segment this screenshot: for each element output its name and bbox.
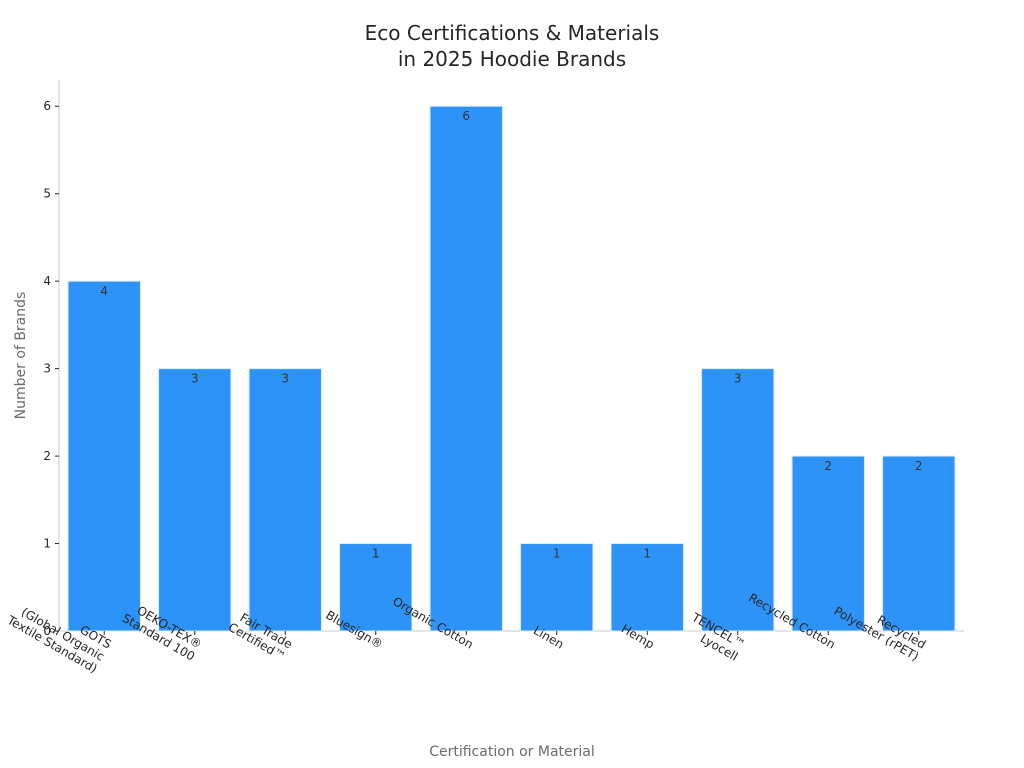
bar (429, 105, 503, 632)
x-axis-label: Certification or Material (429, 744, 595, 760)
bar (248, 368, 322, 632)
y-tick-label: 3 (43, 362, 51, 376)
bar (67, 280, 141, 632)
data-label: 6 (462, 109, 470, 123)
bar (610, 543, 684, 632)
bar (520, 543, 594, 632)
data-label: 1 (553, 547, 561, 561)
bar (701, 368, 775, 632)
y-tick-label: 0 (43, 624, 51, 638)
data-label: 3 (734, 372, 742, 386)
data-label: 3 (191, 372, 199, 386)
chart-title-line-2: in 2025 Hoodie Brands (398, 47, 626, 71)
data-label: 2 (824, 459, 832, 473)
data-label: 1 (643, 547, 651, 561)
data-label: 3 (281, 372, 289, 386)
chart-title-line-1: Eco Certifications & Materials (365, 21, 660, 45)
chart-title: Eco Certifications & Materials in 2025 H… (365, 21, 660, 71)
y-tick-label: 1 (43, 537, 51, 551)
bar (158, 368, 232, 632)
data-label: 1 (372, 547, 380, 561)
y-tick-label: 6 (43, 99, 51, 113)
y-tick-labels: 0 1 2 3 4 5 6 (43, 99, 59, 638)
data-label: 4 (100, 284, 108, 298)
bar (339, 543, 413, 632)
y-tick-label: 5 (43, 187, 51, 201)
y-tick-label: 2 (43, 449, 51, 463)
bars (67, 105, 956, 632)
y-tick-label: 4 (43, 274, 51, 288)
bar (791, 455, 865, 632)
data-label: 2 (915, 459, 923, 473)
bar (882, 455, 956, 632)
y-axis-label: Number of Brands (13, 292, 29, 420)
